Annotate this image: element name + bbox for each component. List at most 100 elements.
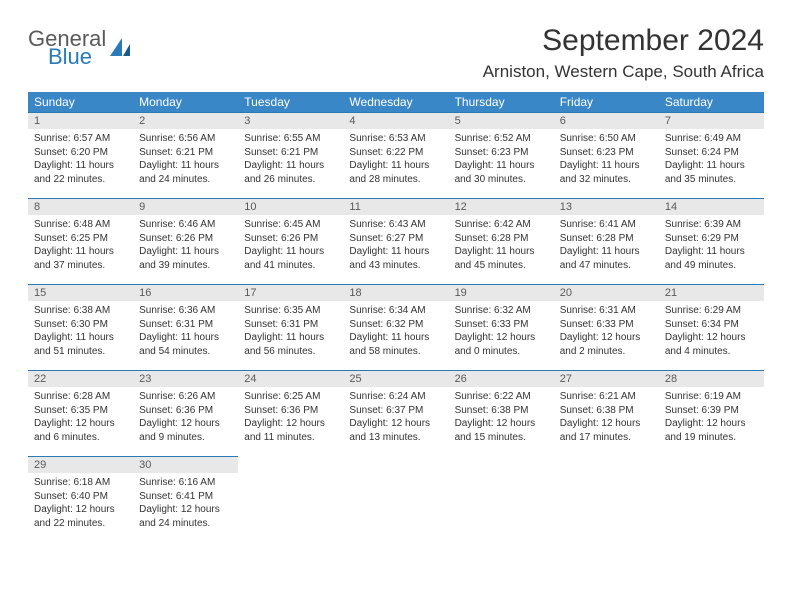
weekday-header: Tuesday [238, 92, 343, 112]
day-line-sunrise: Sunrise: 6:16 AM [139, 476, 232, 490]
day-line-daylight2: and 11 minutes. [244, 431, 337, 445]
day-line-daylight2: and 32 minutes. [560, 173, 653, 187]
calendar-cell: 11Sunrise: 6:43 AMSunset: 6:27 PMDayligh… [343, 198, 448, 284]
day-line-daylight1: Daylight: 11 hours [665, 159, 758, 173]
calendar-cell: 7Sunrise: 6:49 AMSunset: 6:24 PMDaylight… [659, 112, 764, 198]
day-line-daylight1: Daylight: 12 hours [560, 417, 653, 431]
day-number: 21 [659, 284, 764, 301]
location: Arniston, Western Cape, South Africa [483, 62, 764, 82]
calendar-week-row: 22Sunrise: 6:28 AMSunset: 6:35 PMDayligh… [28, 370, 764, 456]
day-line-daylight1: Daylight: 11 hours [349, 245, 442, 259]
day-line-sunrise: Sunrise: 6:55 AM [244, 132, 337, 146]
title-block: September 2024 Arniston, Western Cape, S… [483, 24, 764, 82]
day-line-daylight1: Daylight: 12 hours [455, 417, 548, 431]
calendar-week-row: 8Sunrise: 6:48 AMSunset: 6:25 PMDaylight… [28, 198, 764, 284]
calendar-table: Sunday Monday Tuesday Wednesday Thursday… [28, 92, 764, 542]
day-line-daylight2: and 39 minutes. [139, 259, 232, 273]
day-number: 29 [28, 456, 133, 473]
day-line-sunset: Sunset: 6:40 PM [34, 490, 127, 504]
day-line-sunrise: Sunrise: 6:43 AM [349, 218, 442, 232]
day-line-sunrise: Sunrise: 6:53 AM [349, 132, 442, 146]
weekday-header: Thursday [449, 92, 554, 112]
day-line-daylight2: and 28 minutes. [349, 173, 442, 187]
day-line-daylight2: and 22 minutes. [34, 173, 127, 187]
day-details: Sunrise: 6:19 AMSunset: 6:39 PMDaylight:… [659, 387, 764, 448]
day-line-sunset: Sunset: 6:30 PM [34, 318, 127, 332]
day-line-daylight2: and 13 minutes. [349, 431, 442, 445]
day-line-daylight2: and 15 minutes. [455, 431, 548, 445]
day-number: 28 [659, 370, 764, 387]
calendar-cell: 5Sunrise: 6:52 AMSunset: 6:23 PMDaylight… [449, 112, 554, 198]
day-line-sunrise: Sunrise: 6:38 AM [34, 304, 127, 318]
day-line-sunset: Sunset: 6:32 PM [349, 318, 442, 332]
day-details: Sunrise: 6:46 AMSunset: 6:26 PMDaylight:… [133, 215, 238, 276]
day-line-sunset: Sunset: 6:36 PM [244, 404, 337, 418]
day-line-daylight2: and 22 minutes. [34, 517, 127, 531]
calendar-cell: 21Sunrise: 6:29 AMSunset: 6:34 PMDayligh… [659, 284, 764, 370]
day-line-sunrise: Sunrise: 6:25 AM [244, 390, 337, 404]
day-number: 1 [28, 112, 133, 129]
day-number: 24 [238, 370, 343, 387]
calendar-cell: 17Sunrise: 6:35 AMSunset: 6:31 PMDayligh… [238, 284, 343, 370]
day-number: 12 [449, 198, 554, 215]
day-line-sunset: Sunset: 6:35 PM [34, 404, 127, 418]
day-line-daylight1: Daylight: 12 hours [34, 417, 127, 431]
day-line-sunset: Sunset: 6:31 PM [244, 318, 337, 332]
day-line-sunset: Sunset: 6:36 PM [139, 404, 232, 418]
day-line-sunrise: Sunrise: 6:22 AM [455, 390, 548, 404]
day-line-daylight1: Daylight: 12 hours [560, 331, 653, 345]
day-line-sunset: Sunset: 6:22 PM [349, 146, 442, 160]
day-line-daylight2: and 58 minutes. [349, 345, 442, 359]
day-details: Sunrise: 6:50 AMSunset: 6:23 PMDaylight:… [554, 129, 659, 190]
day-details: Sunrise: 6:22 AMSunset: 6:38 PMDaylight:… [449, 387, 554, 448]
day-line-daylight1: Daylight: 11 hours [34, 331, 127, 345]
calendar-cell [449, 456, 554, 542]
calendar-week-row: 29Sunrise: 6:18 AMSunset: 6:40 PMDayligh… [28, 456, 764, 542]
day-details: Sunrise: 6:25 AMSunset: 6:36 PMDaylight:… [238, 387, 343, 448]
day-line-daylight1: Daylight: 11 hours [139, 159, 232, 173]
day-line-sunrise: Sunrise: 6:39 AM [665, 218, 758, 232]
calendar-cell: 13Sunrise: 6:41 AMSunset: 6:28 PMDayligh… [554, 198, 659, 284]
day-details: Sunrise: 6:34 AMSunset: 6:32 PMDaylight:… [343, 301, 448, 362]
calendar-cell: 16Sunrise: 6:36 AMSunset: 6:31 PMDayligh… [133, 284, 238, 370]
calendar-cell: 29Sunrise: 6:18 AMSunset: 6:40 PMDayligh… [28, 456, 133, 542]
day-line-daylight1: Daylight: 12 hours [665, 417, 758, 431]
day-line-sunrise: Sunrise: 6:19 AM [665, 390, 758, 404]
day-line-daylight2: and 47 minutes. [560, 259, 653, 273]
day-details: Sunrise: 6:53 AMSunset: 6:22 PMDaylight:… [343, 129, 448, 190]
day-line-daylight1: Daylight: 11 hours [455, 245, 548, 259]
day-line-daylight2: and 41 minutes. [244, 259, 337, 273]
day-line-daylight1: Daylight: 12 hours [34, 503, 127, 517]
day-number: 6 [554, 112, 659, 129]
day-line-daylight2: and 24 minutes. [139, 517, 232, 531]
day-line-daylight1: Daylight: 11 hours [349, 159, 442, 173]
day-line-daylight1: Daylight: 11 hours [34, 159, 127, 173]
day-line-daylight2: and 54 minutes. [139, 345, 232, 359]
day-line-daylight1: Daylight: 11 hours [560, 159, 653, 173]
day-line-sunset: Sunset: 6:25 PM [34, 232, 127, 246]
calendar-cell: 12Sunrise: 6:42 AMSunset: 6:28 PMDayligh… [449, 198, 554, 284]
day-number: 20 [554, 284, 659, 301]
calendar-cell: 15Sunrise: 6:38 AMSunset: 6:30 PMDayligh… [28, 284, 133, 370]
calendar-cell: 24Sunrise: 6:25 AMSunset: 6:36 PMDayligh… [238, 370, 343, 456]
calendar-cell: 4Sunrise: 6:53 AMSunset: 6:22 PMDaylight… [343, 112, 448, 198]
day-line-sunrise: Sunrise: 6:52 AM [455, 132, 548, 146]
calendar-cell: 27Sunrise: 6:21 AMSunset: 6:38 PMDayligh… [554, 370, 659, 456]
day-details: Sunrise: 6:31 AMSunset: 6:33 PMDaylight:… [554, 301, 659, 362]
day-line-sunrise: Sunrise: 6:34 AM [349, 304, 442, 318]
day-line-daylight1: Daylight: 12 hours [139, 417, 232, 431]
day-line-sunset: Sunset: 6:24 PM [665, 146, 758, 160]
day-line-sunrise: Sunrise: 6:28 AM [34, 390, 127, 404]
day-line-daylight1: Daylight: 12 hours [349, 417, 442, 431]
weekday-header-row: Sunday Monday Tuesday Wednesday Thursday… [28, 92, 764, 112]
day-number: 4 [343, 112, 448, 129]
day-details: Sunrise: 6:55 AMSunset: 6:21 PMDaylight:… [238, 129, 343, 190]
day-number: 30 [133, 456, 238, 473]
day-line-sunset: Sunset: 6:28 PM [560, 232, 653, 246]
day-details: Sunrise: 6:43 AMSunset: 6:27 PMDaylight:… [343, 215, 448, 276]
day-line-sunrise: Sunrise: 6:32 AM [455, 304, 548, 318]
day-number: 3 [238, 112, 343, 129]
day-line-sunset: Sunset: 6:26 PM [244, 232, 337, 246]
day-line-sunset: Sunset: 6:31 PM [139, 318, 232, 332]
calendar-cell: 8Sunrise: 6:48 AMSunset: 6:25 PMDaylight… [28, 198, 133, 284]
